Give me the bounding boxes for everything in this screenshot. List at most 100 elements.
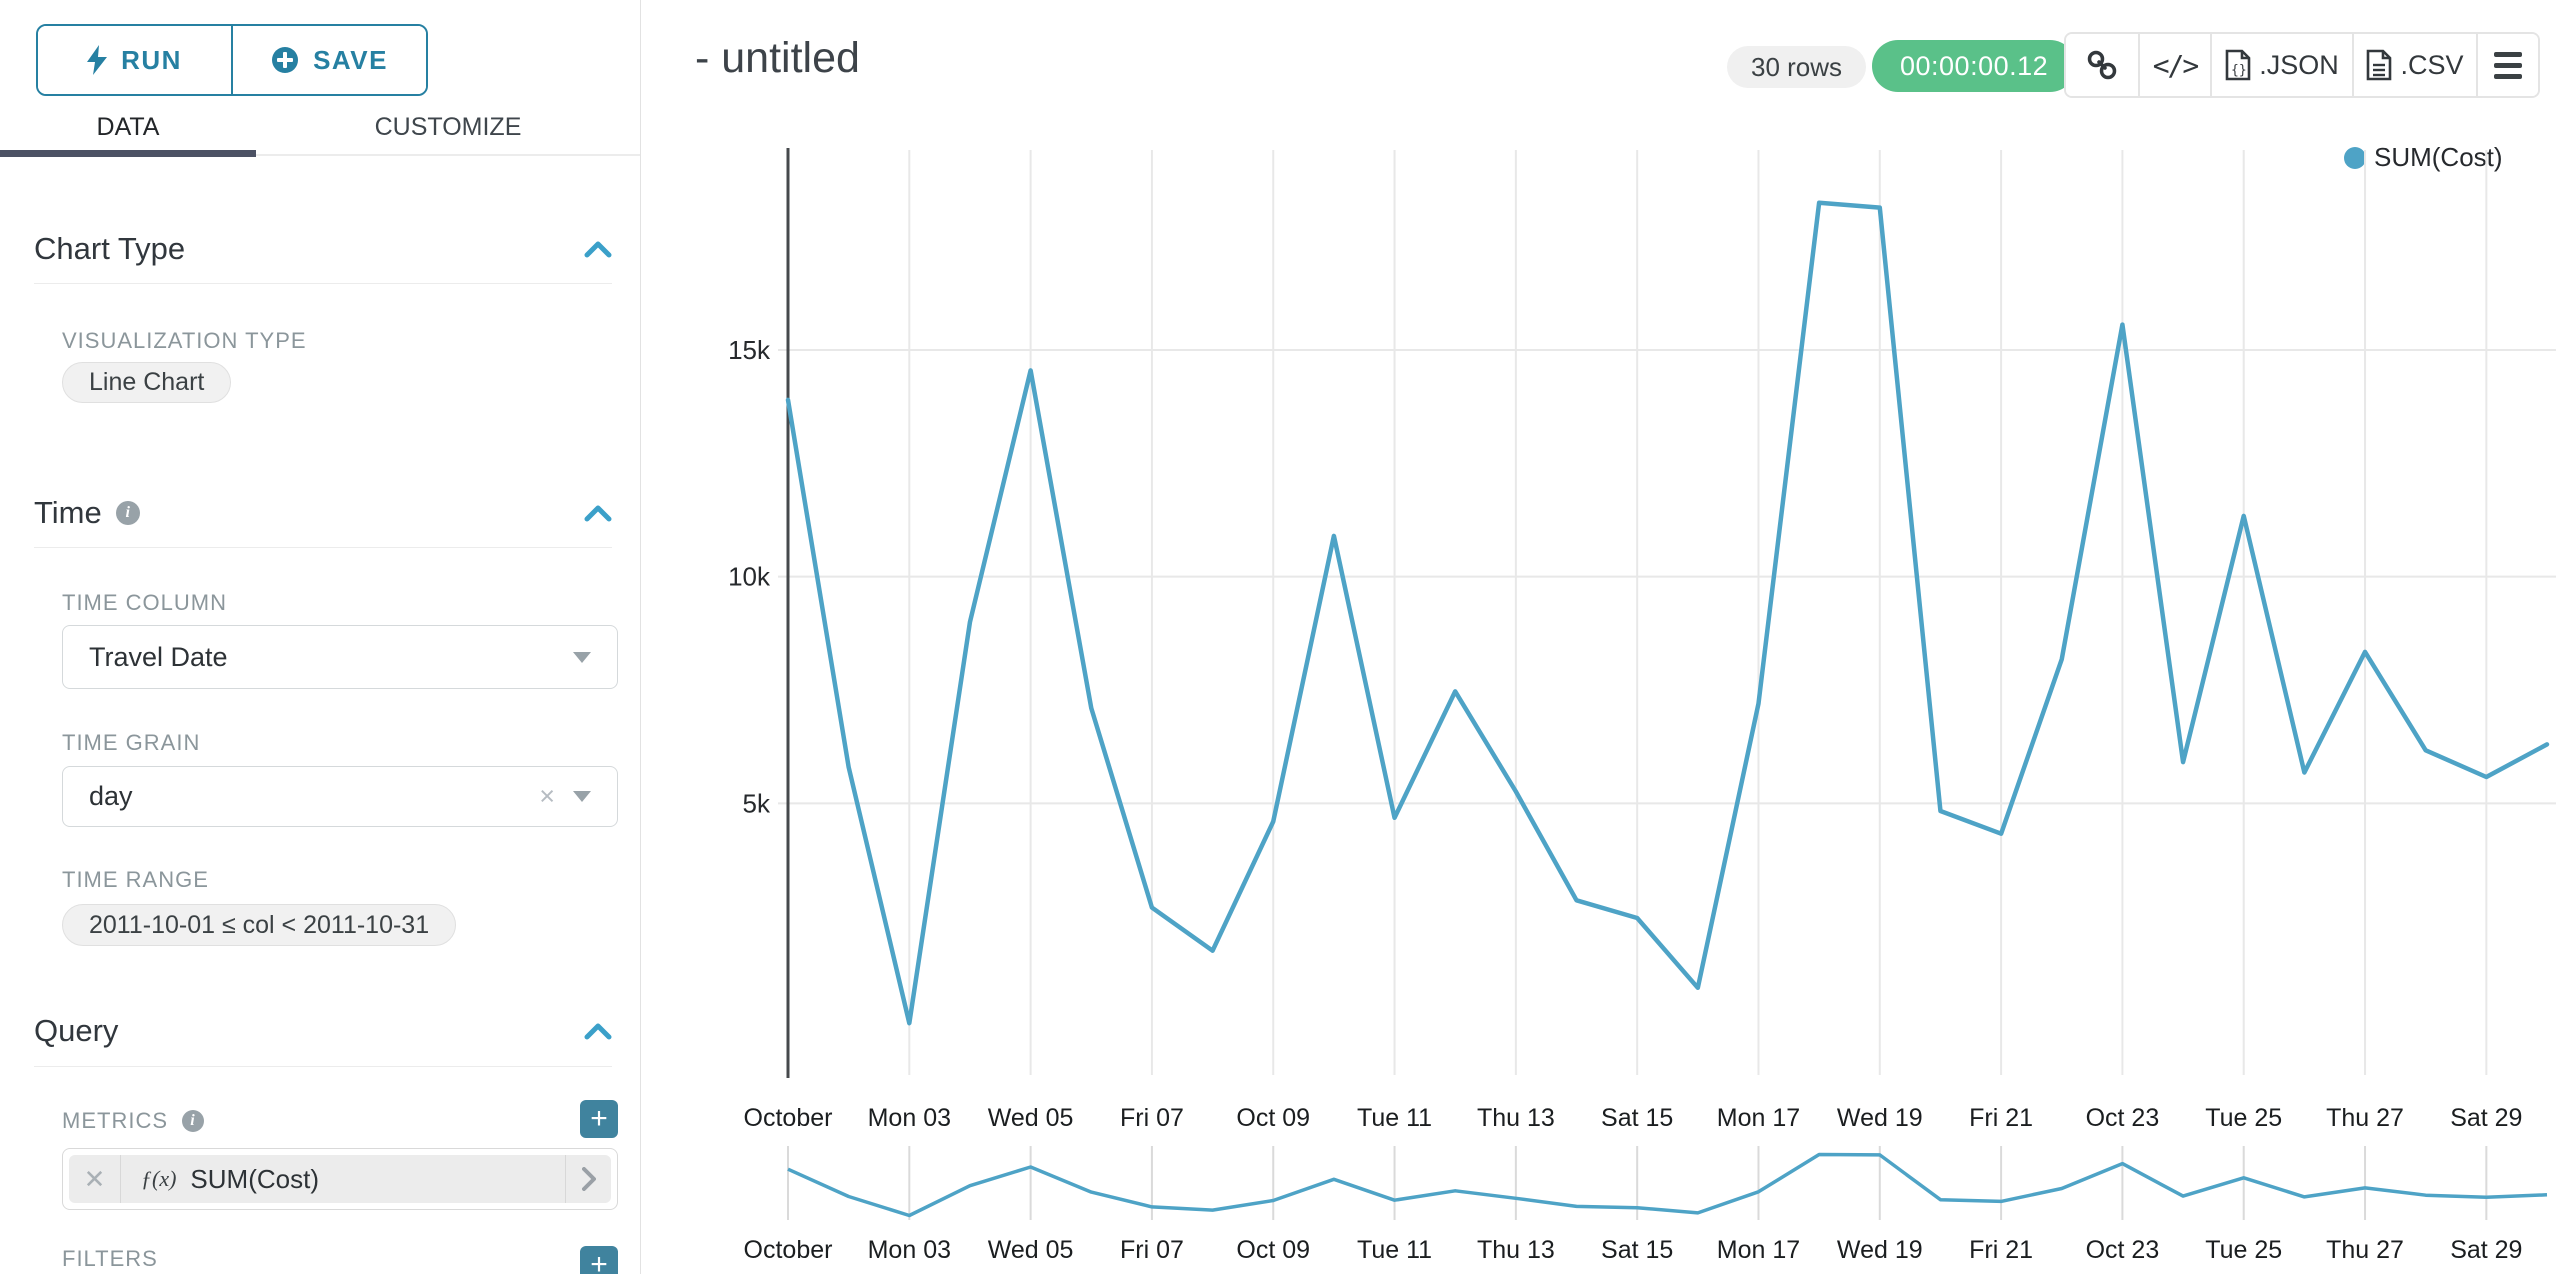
svg-text:Tue 11: Tue 11 xyxy=(1357,1236,1432,1264)
section-chart-type-header: Chart Type xyxy=(34,228,612,270)
chart-area: - untitled 30 rows 00:00:00.12 </> xyxy=(641,0,2576,1274)
section-divider xyxy=(34,547,612,548)
csv-file-icon xyxy=(2367,49,2392,81)
link-icon xyxy=(2087,50,2117,80)
section-title-time: Time xyxy=(34,495,102,530)
visualization-type-label: VISUALIZATION TYPE xyxy=(62,328,307,353)
svg-text:October: October xyxy=(744,1104,833,1132)
query-actions: RUN SAVE xyxy=(36,24,428,96)
metrics-container: ✕ ƒ(x) SUM(Cost) xyxy=(62,1148,618,1210)
collapse-chevron-icon[interactable] xyxy=(584,240,612,258)
chevron-down-icon xyxy=(573,651,591,663)
svg-text:Sat 29: Sat 29 xyxy=(2450,1236,2522,1264)
function-icon: ƒ(x) xyxy=(141,1166,177,1191)
json-file-icon: {} xyxy=(2225,49,2251,81)
share-link-button[interactable] xyxy=(2066,34,2138,96)
section-title-chart-type: Chart Type xyxy=(34,231,186,266)
export-toolbar: </> {} .JSON .CSV xyxy=(2064,32,2540,98)
chevron-right-icon xyxy=(581,1167,596,1191)
export-csv-button[interactable]: .CSV xyxy=(2352,34,2476,96)
line-chart[interactable]: 5k 10k 15k October Mon 03 Wed 05 Fri 07 Oct 09 T… xyxy=(660,100,2576,1274)
svg-text:Mon 17: Mon 17 xyxy=(1717,1104,1800,1132)
code-icon: </> xyxy=(2152,48,2200,82)
svg-text:Fri 07: Fri 07 xyxy=(1120,1236,1184,1264)
chart-title[interactable]: - untitled xyxy=(695,34,860,82)
collapse-chevron-icon[interactable] xyxy=(584,504,612,522)
legend-swatch xyxy=(2344,146,2366,169)
collapse-chevron-icon[interactable] xyxy=(584,1022,612,1040)
export-json-label: .JSON xyxy=(2259,49,2339,80)
save-button[interactable]: SAVE xyxy=(233,26,426,94)
plus-circle-icon xyxy=(272,47,299,73)
svg-text:Wed 05: Wed 05 xyxy=(988,1104,1074,1132)
viz-type-pill-label: Line Chart xyxy=(89,368,205,396)
section-divider xyxy=(34,283,612,284)
legend-label: SUM(Cost) xyxy=(2374,142,2503,172)
query-timer-label: 00:00:00.12 xyxy=(1900,50,2049,81)
svg-text:October: October xyxy=(744,1236,833,1264)
metric-name: SUM(Cost) xyxy=(190,1163,319,1194)
svg-text:Fri 21: Fri 21 xyxy=(1969,1104,2033,1132)
svg-text:Mon 17: Mon 17 xyxy=(1717,1236,1800,1264)
time-column-value: Travel Date xyxy=(89,641,228,672)
svg-text:Sat 15: Sat 15 xyxy=(1601,1104,1673,1132)
add-filter-button[interactable]: + xyxy=(580,1246,618,1274)
viz-type-pill[interactable]: Line Chart xyxy=(62,362,232,403)
svg-text:5k: 5k xyxy=(743,788,771,818)
svg-text:Thu 27: Thu 27 xyxy=(2326,1236,2404,1264)
more-options-button[interactable] xyxy=(2476,34,2538,96)
view-query-button[interactable]: </> xyxy=(2138,34,2210,96)
svg-text:Mon 03: Mon 03 xyxy=(868,1104,951,1132)
metric-text: ƒ(x) SUM(Cost) xyxy=(121,1164,565,1195)
time-range-pill[interactable]: 2011-10-01 ≤ col < 2011-10-31 xyxy=(62,904,457,946)
expand-metric-icon[interactable] xyxy=(565,1155,611,1203)
run-button[interactable]: RUN xyxy=(38,26,233,94)
active-tab-underline xyxy=(0,150,256,157)
svg-text:Tue 25: Tue 25 xyxy=(2205,1104,2282,1132)
time-grain-select[interactable]: day × xyxy=(62,766,618,827)
time-range-value: 2011-10-01 ≤ col < 2011-10-31 xyxy=(89,910,430,939)
metrics-label-row: METRICS i xyxy=(62,1108,204,1134)
hamburger-icon xyxy=(2494,51,2522,79)
control-panel: RUN SAVE DATA CUSTOMIZE Chart Type xyxy=(0,0,641,1274)
run-button-label: RUN xyxy=(121,44,182,75)
metric-pill[interactable]: ✕ ƒ(x) SUM(Cost) xyxy=(69,1155,611,1203)
time-grain-value: day xyxy=(89,781,133,811)
export-csv-label: .CSV xyxy=(2400,49,2464,80)
time-grain-label: TIME GRAIN xyxy=(62,730,201,755)
svg-text:Sat 15: Sat 15 xyxy=(1601,1236,1673,1264)
control-tabs: DATA CUSTOMIZE xyxy=(0,98,640,157)
svg-text:Thu 13: Thu 13 xyxy=(1477,1104,1555,1132)
section-divider xyxy=(34,1066,612,1067)
svg-text:Tue 25: Tue 25 xyxy=(2205,1236,2282,1264)
svg-text:Wed 05: Wed 05 xyxy=(988,1236,1074,1264)
svg-text:15k: 15k xyxy=(728,335,771,365)
info-icon[interactable]: i xyxy=(182,1110,204,1132)
line-chart-svg[interactable]: 5k 10k 15k October Mon 03 Wed 05 Fri 07 Oct 09 T… xyxy=(660,100,2576,1274)
section-title-query: Query xyxy=(34,1013,119,1048)
time-column-select[interactable]: Travel Date xyxy=(62,625,618,689)
clear-icon[interactable]: × xyxy=(539,781,555,811)
svg-text:10k: 10k xyxy=(728,562,771,592)
svg-text:Oct 09: Oct 09 xyxy=(1236,1104,1310,1132)
legend[interactable]: SUM(Cost) xyxy=(2344,142,2503,173)
tab-data[interactable]: DATA xyxy=(96,112,160,141)
svg-text:Oct 23: Oct 23 xyxy=(2086,1104,2160,1132)
tab-customize[interactable]: CUSTOMIZE xyxy=(374,112,522,141)
export-json-button[interactable]: {} .JSON xyxy=(2210,34,2352,96)
svg-text:Tue 11: Tue 11 xyxy=(1357,1104,1432,1132)
svg-text:Fri 21: Fri 21 xyxy=(1969,1236,2033,1264)
svg-text:Wed 19: Wed 19 xyxy=(1837,1236,1923,1264)
filters-label: FILTERS xyxy=(62,1246,158,1271)
time-column-label: TIME COLUMN xyxy=(62,590,227,615)
remove-metric-icon[interactable]: ✕ xyxy=(69,1155,121,1203)
row-count-label: 30 rows xyxy=(1751,51,1843,82)
add-metric-button[interactable]: + xyxy=(580,1100,618,1138)
svg-text:Thu 27: Thu 27 xyxy=(2326,1104,2404,1132)
section-time-header: Time i xyxy=(34,492,612,534)
info-icon[interactable]: i xyxy=(115,501,140,525)
svg-text:Fri 07: Fri 07 xyxy=(1120,1104,1184,1132)
svg-text:{}: {} xyxy=(2231,63,2247,78)
svg-text:Oct 23: Oct 23 xyxy=(2086,1236,2160,1264)
